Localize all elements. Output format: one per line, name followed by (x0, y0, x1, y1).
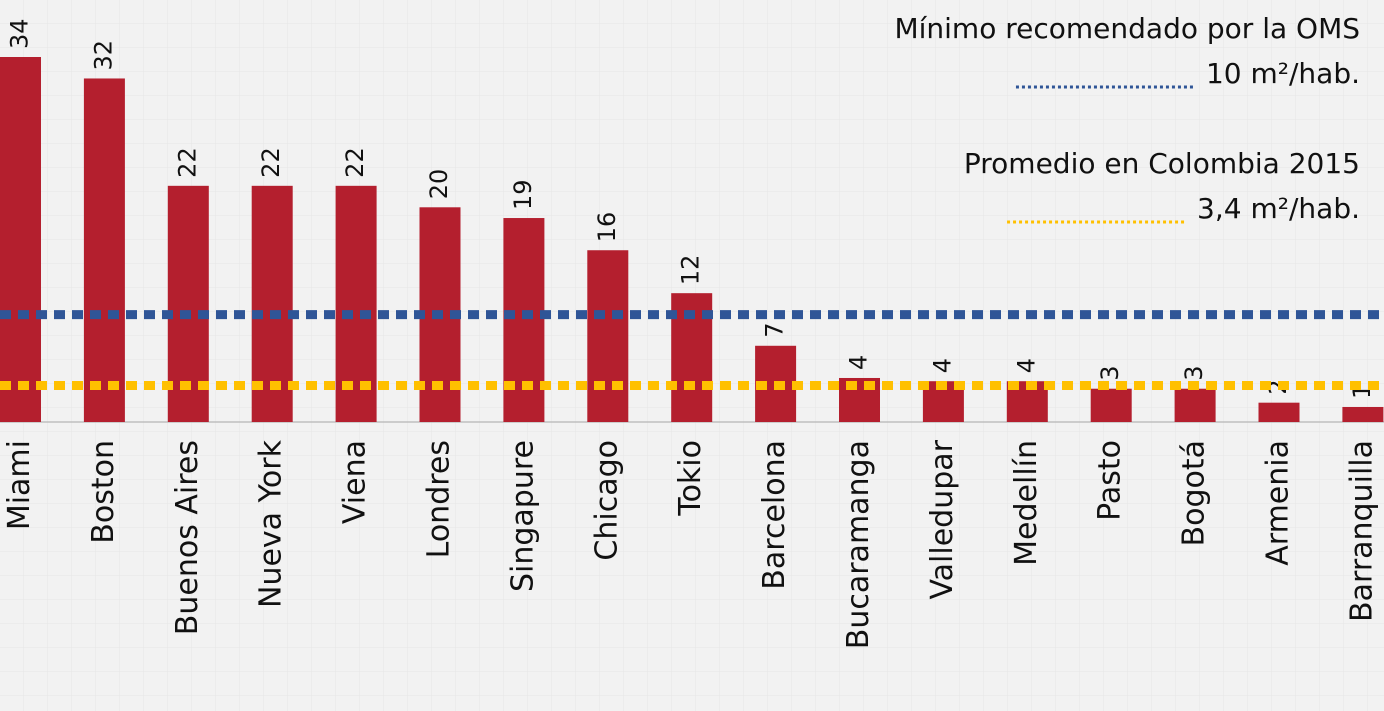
x-tick-label: Londres (422, 440, 457, 558)
bar (1174, 388, 1216, 422)
value-label: 22 (257, 147, 285, 178)
value-label: 20 (425, 169, 453, 200)
x-tick-label: Valledupar (925, 439, 960, 599)
x-tick-label: Armenia (1261, 440, 1296, 566)
value-label: 34 (6, 18, 34, 49)
x-tick-label: Barranquilla (1344, 440, 1379, 622)
x-tick-label: Barcelona (757, 440, 792, 590)
x-tick-label: Boston (86, 440, 121, 544)
annotation: 10 m²/hab. (1206, 57, 1360, 90)
value-label: 32 (89, 40, 117, 71)
x-tick-label: Chicago (589, 440, 624, 561)
value-label: 4 (1012, 358, 1040, 373)
value-label: 4 (928, 358, 956, 373)
bar (1090, 388, 1132, 422)
annotation: Promedio en Colombia 2015 (964, 147, 1360, 180)
value-label: 16 (593, 212, 621, 243)
annotation: 3,4 m²/hab. (1197, 192, 1360, 225)
x-tick-label: Medellín (1009, 440, 1044, 566)
bar (83, 78, 125, 423)
x-tick-label: Buenos Aires (170, 440, 205, 635)
value-label: 22 (173, 147, 201, 178)
bar (1342, 406, 1384, 422)
bar (1258, 402, 1300, 422)
value-label: 7 (761, 322, 789, 337)
value-label: 19 (509, 179, 537, 210)
x-tick-label: Tokio (673, 440, 708, 517)
value-label: 3 (1180, 365, 1208, 380)
bar (503, 218, 545, 422)
value-label: 12 (677, 255, 705, 286)
bar (587, 250, 629, 422)
annotation: Mínimo recomendado por la OMS (894, 12, 1360, 45)
value-label: 4 (845, 355, 873, 370)
value-label: 3 (1096, 365, 1124, 380)
x-tick-label: Miami (2, 440, 37, 530)
bar (0, 57, 41, 422)
value-label: 22 (341, 147, 369, 178)
x-tick-label: Viena (338, 440, 373, 524)
x-tick-label: Singapure (505, 440, 540, 592)
x-tick-label: Pasto (1093, 440, 1128, 521)
x-tick-label: Nueva York (254, 439, 289, 608)
x-tick-label: Bucaramanga (841, 440, 876, 649)
x-tick-label: Bogotá (1177, 440, 1212, 546)
